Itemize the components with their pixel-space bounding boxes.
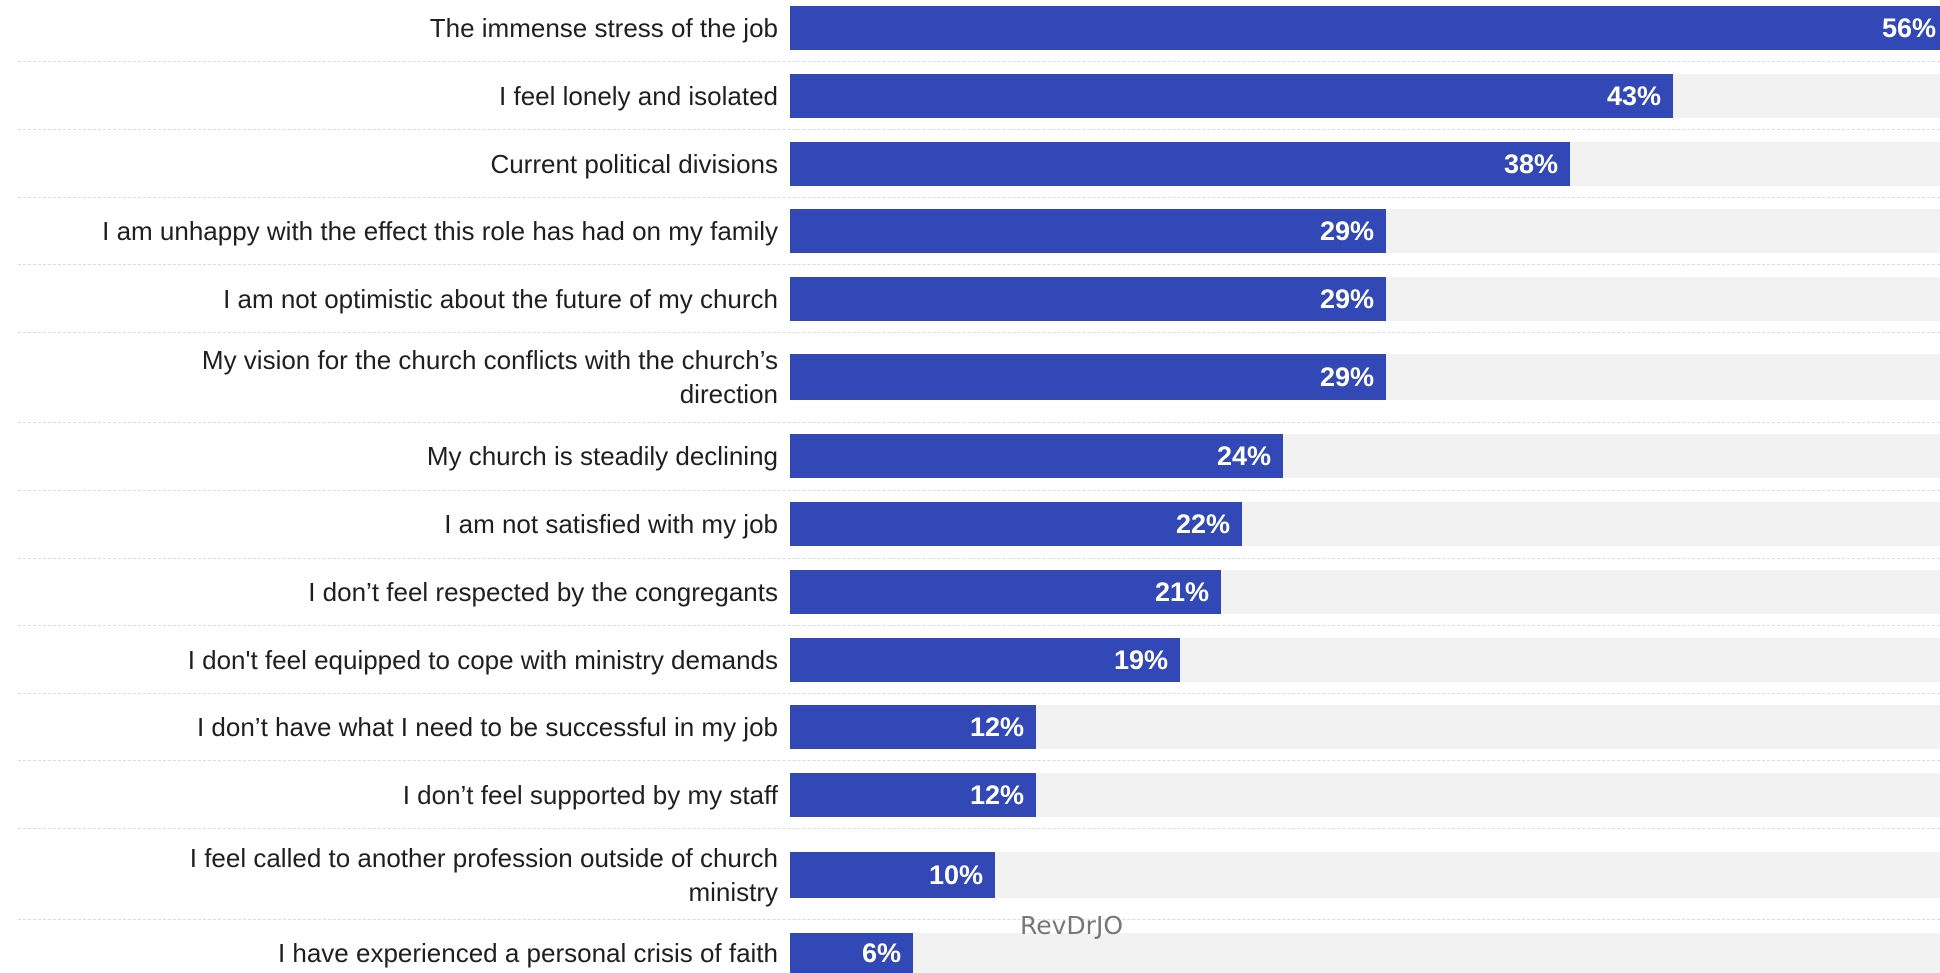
row-separator	[18, 61, 1940, 62]
category-label: I am not optimistic about the future of …	[223, 284, 778, 314]
bar	[790, 434, 1283, 478]
bar-track: 12%	[790, 773, 1940, 817]
bar-track: 29%	[790, 354, 1940, 400]
category-label: I have experienced a personal crisis of …	[277, 938, 778, 968]
row-separator	[18, 919, 1940, 920]
row-separator	[18, 264, 1940, 265]
category-label: My church is steadily declining	[426, 441, 778, 471]
value-label: 12%	[969, 711, 1024, 742]
row-separator	[18, 625, 1940, 626]
bar-track: 19%	[790, 638, 1940, 682]
bar	[790, 209, 1386, 253]
row-separator	[18, 332, 1940, 333]
value-label: 38%	[1503, 148, 1558, 179]
bar-track: 38%	[790, 142, 1940, 186]
bar	[790, 570, 1221, 614]
value-label: 22%	[1175, 508, 1230, 539]
bar-track: 22%	[790, 502, 1940, 546]
category-label: I don’t have what I need to be successfu…	[196, 712, 778, 742]
bar-track: 10%	[790, 852, 1940, 898]
bar-track: 43%	[790, 74, 1940, 118]
value-label: 56%	[1881, 12, 1936, 43]
category-label: I feel called to another profession outs…	[189, 843, 778, 907]
row-separator	[18, 422, 1940, 423]
category-label: I don't feel equipped to cope with minis…	[187, 645, 778, 675]
bar-track: 12%	[790, 705, 1940, 749]
value-label: 10%	[928, 859, 983, 890]
bar	[790, 773, 1036, 817]
bar-track: 29%	[790, 209, 1940, 253]
bar	[790, 277, 1386, 321]
value-label: 21%	[1154, 576, 1209, 607]
category-label: My vision for the church conflicts with …	[201, 345, 778, 409]
value-label: 29%	[1319, 361, 1374, 392]
row-separator	[18, 760, 1940, 761]
bar	[790, 142, 1570, 186]
bar	[790, 74, 1673, 118]
watermark-text: RevDrJO	[1020, 911, 1124, 940]
category-label: I am not satisfied with my job	[444, 509, 778, 539]
category-label: The immense stress of the job	[429, 13, 778, 43]
value-label: 19%	[1113, 644, 1168, 675]
value-label: 6%	[861, 937, 901, 968]
row-separator	[18, 490, 1940, 491]
bar-track: 21%	[790, 570, 1940, 614]
row-separator	[18, 558, 1940, 559]
bar	[790, 933, 913, 973]
bar-track: 24%	[790, 434, 1940, 478]
row-separator	[18, 197, 1940, 198]
bar-track: 29%	[790, 277, 1940, 321]
category-label: I am unhappy with the effect this role h…	[102, 216, 778, 246]
value-label: 43%	[1606, 80, 1661, 111]
bar	[790, 502, 1242, 546]
category-label: I feel lonely and isolated	[499, 81, 778, 111]
category-label: Current political divisions	[490, 149, 778, 179]
bar-track: 56%	[790, 6, 1940, 50]
bar	[790, 705, 1036, 749]
row-separator	[18, 693, 1940, 694]
value-label: 24%	[1216, 440, 1271, 471]
value-label: 29%	[1319, 215, 1374, 246]
row-separator	[18, 828, 1940, 829]
bar	[790, 354, 1386, 400]
category-label: I don’t feel supported by my staff	[402, 780, 778, 810]
bar	[790, 638, 1180, 682]
row-separator	[18, 129, 1940, 130]
bar	[790, 852, 995, 898]
value-label: 29%	[1319, 283, 1374, 314]
bar-track: 6%	[790, 933, 1940, 973]
value-label: 12%	[969, 779, 1024, 810]
bar	[790, 6, 1940, 50]
category-label: I don’t feel respected by the congregant…	[308, 577, 778, 607]
